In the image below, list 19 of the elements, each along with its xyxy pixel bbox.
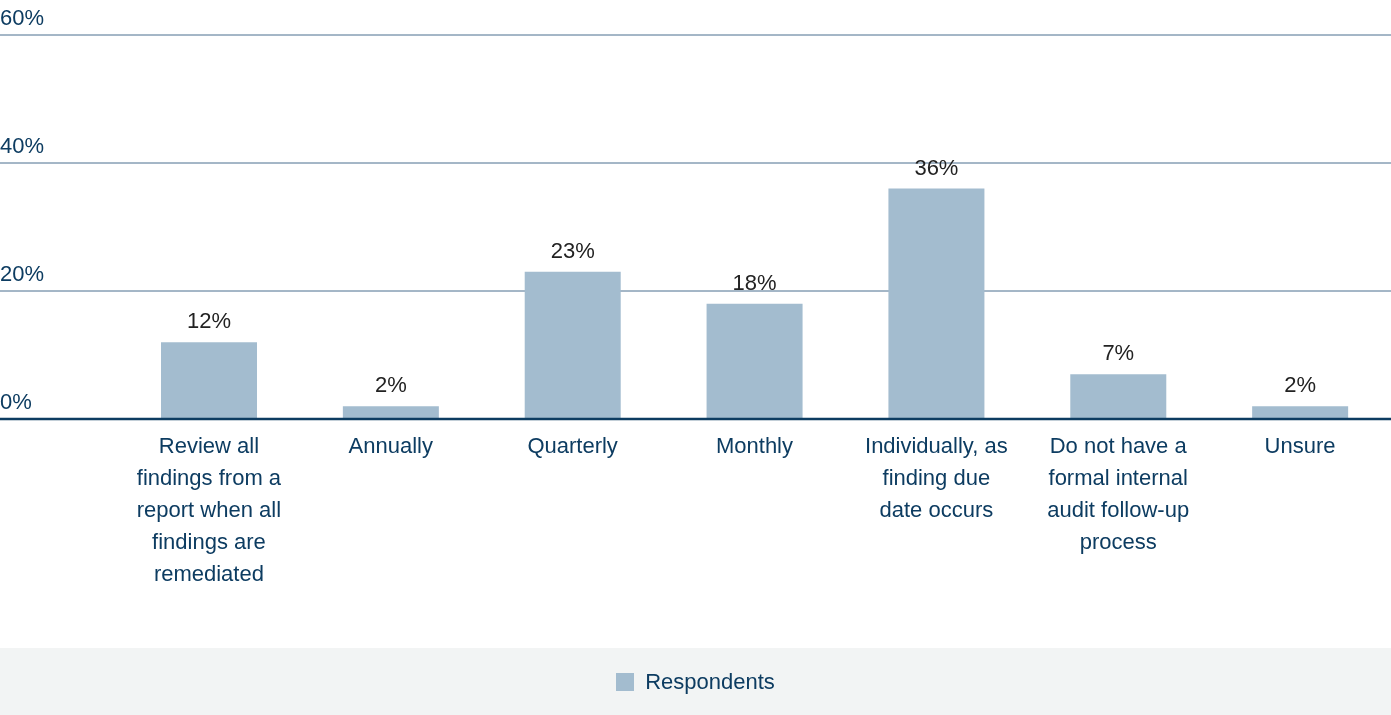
data-label: 2% xyxy=(1284,372,1317,398)
data-label: 36% xyxy=(914,154,959,180)
y-tick-label: 40% xyxy=(0,133,45,158)
y-tick-label: 20% xyxy=(0,261,45,286)
x-tick-label: Quarterly xyxy=(527,433,618,458)
x-tick-label: Monthly xyxy=(715,433,794,458)
data-label: 7% xyxy=(1102,340,1135,366)
data-label: 18% xyxy=(732,269,777,295)
x-tick-label: Do not have a formal internal audit follow-up process xyxy=(1047,433,1190,554)
y-tick-label: 60% xyxy=(0,5,45,30)
x-tick-label: Review all findings from a report when all findings are remediated xyxy=(136,433,282,586)
data-label: 23% xyxy=(550,237,595,263)
data-label: 12% xyxy=(186,308,232,334)
x-tick-label: Individually, as finding due date occurs xyxy=(865,433,1008,522)
legend-label: Respondents xyxy=(644,668,775,696)
x-tick-label: Annually xyxy=(348,433,433,458)
data-label: 2% xyxy=(374,372,407,398)
y-tick-label: 0% xyxy=(0,389,32,414)
x-tick-label: Unsure xyxy=(1264,433,1336,458)
